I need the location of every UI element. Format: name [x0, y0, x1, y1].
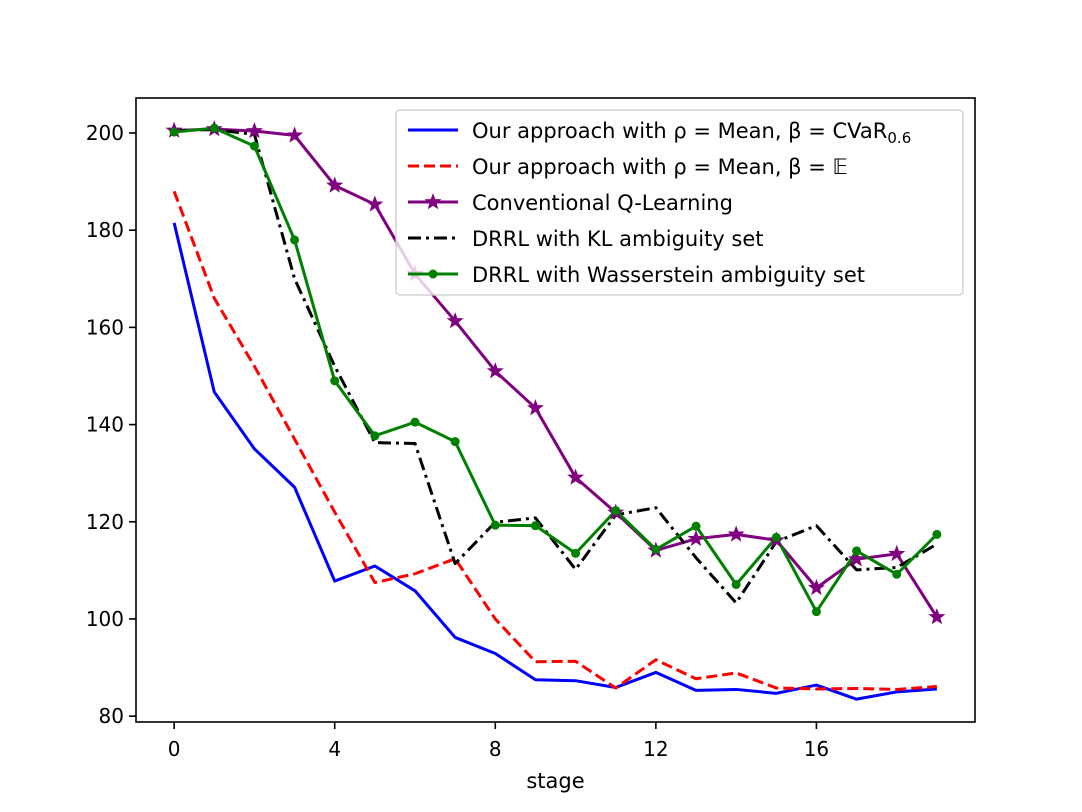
- data-point-dot: [530, 521, 540, 531]
- data-point-dot: [249, 141, 259, 151]
- data-point-dot: [370, 431, 380, 441]
- y-tick-label: 120: [86, 510, 124, 534]
- data-point-dot: [691, 521, 701, 531]
- y-tick-label: 80: [99, 704, 124, 728]
- data-point-dot: [330, 376, 340, 386]
- legend: Our approach with ρ = Mean, β = CVaR0.6 O…: [395, 109, 964, 296]
- series-line-1: [172, 222, 937, 701]
- data-point-dot: [611, 506, 621, 516]
- legend-label-subscript: 0.6: [887, 129, 911, 147]
- data-point-dot: [771, 532, 781, 542]
- y-tick-label: 180: [86, 218, 124, 242]
- x-axis-title: stage: [526, 769, 584, 793]
- data-point-star: [326, 176, 344, 193]
- legend-label-4: DRRL with KL ambiguity set: [472, 227, 764, 251]
- data-point-dot: [490, 520, 500, 530]
- data-point-star: [526, 399, 544, 416]
- data-point-dot: [811, 607, 821, 617]
- data-point-dot: [892, 569, 902, 579]
- data-point-star: [446, 312, 464, 329]
- y-tick-label: 100: [86, 607, 124, 631]
- data-point-dot: [571, 548, 581, 558]
- legend-marker-star: [424, 193, 442, 210]
- axes: 0 4 8 12 16 80 100 120 140 160 180 200: [86, 97, 976, 761]
- data-point-dot: [410, 417, 420, 427]
- legend-label-2: Our approach with ρ = Mean, β = 𝔼: [472, 155, 848, 179]
- legend-label-1: Our approach with ρ = Mean, β = CVaR0.6: [472, 119, 911, 147]
- data-point-dot: [290, 235, 300, 245]
- data-point-dot: [450, 437, 460, 447]
- data-point-star: [928, 608, 946, 625]
- series-markers-5: [169, 123, 942, 617]
- data-point-dot: [852, 546, 862, 556]
- data-point-star: [286, 126, 304, 143]
- data-point-star: [687, 529, 705, 547]
- data-point-star: [366, 195, 384, 212]
- axes-frame: [135, 97, 976, 723]
- legend-box: [395, 109, 964, 296]
- series-line-4: [174, 128, 938, 605]
- y-tick-label: 140: [86, 413, 124, 437]
- data-point-dot: [209, 123, 219, 133]
- legend-marker-dot: [428, 269, 438, 279]
- data-point-dot: [651, 544, 661, 554]
- data-point-star: [848, 550, 866, 567]
- series-line-5: [173, 126, 938, 614]
- y-tick-label: 160: [86, 315, 124, 339]
- data-point-star: [486, 362, 504, 379]
- x-tick-label: 16: [804, 737, 829, 761]
- x-tick-label: 8: [489, 737, 502, 761]
- data-point-star: [567, 468, 585, 485]
- x-tick-label: 4: [328, 737, 341, 761]
- x-tick-label: 0: [168, 737, 181, 761]
- plot-area: [165, 120, 946, 701]
- data-point-star: [888, 544, 906, 562]
- series-line-2: [172, 190, 937, 691]
- data-point-star: [245, 122, 263, 139]
- data-point-dot: [169, 127, 179, 137]
- data-point-dot: [932, 529, 942, 539]
- x-tick-label: 12: [643, 737, 668, 761]
- y-tick-label: 200: [86, 121, 124, 145]
- data-point-dot: [731, 579, 741, 589]
- data-point-star: [727, 525, 745, 542]
- legend-label-3: Conventional Q-Learning: [472, 191, 733, 215]
- data-point-star: [807, 578, 825, 596]
- legend-label-5: DRRL with Wasserstein ambiguity set: [472, 263, 865, 287]
- series-lines: [172, 126, 939, 701]
- series-line-3: [174, 127, 939, 618]
